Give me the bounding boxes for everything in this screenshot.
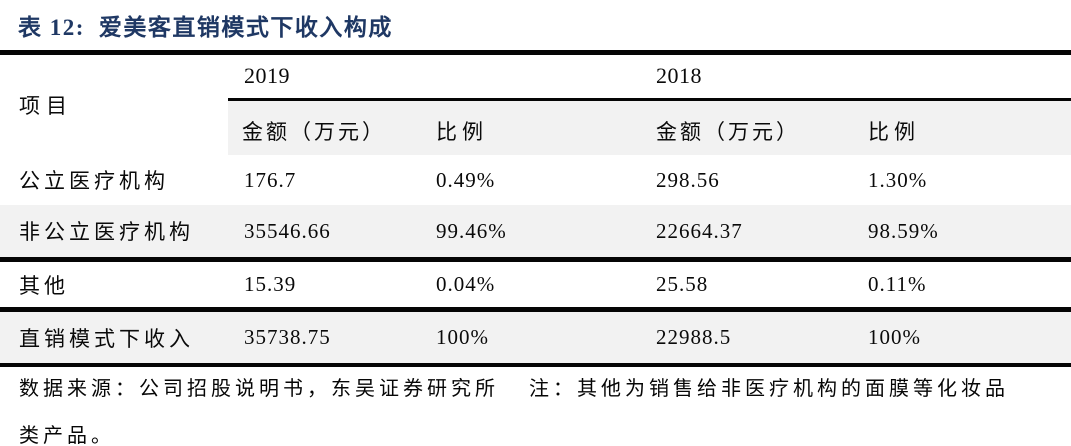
column-header-ratio-2019: 比例: [436, 120, 488, 144]
row-label: 非公立医疗机构: [19, 220, 194, 244]
row-label: 公立医疗机构: [19, 169, 169, 193]
note-text: 注：其他为销售给非医疗机构的面膜等化妆品类产品。: [19, 378, 1009, 446]
ratio-2018: 0.11%: [868, 272, 927, 296]
ratio-2018: 1.30%: [868, 167, 928, 192]
title-rule: [0, 50, 1071, 55]
amount-2018: 22988.5: [656, 325, 732, 349]
table-title: 表 12: 爱美客直销模式下收入构成: [18, 8, 393, 42]
amount-2019: 35738.75: [244, 325, 331, 349]
row-label: 直销模式下收入: [19, 326, 194, 351]
year-group-underline: [228, 98, 1071, 101]
table-bottom-rule: [0, 363, 1071, 367]
ratio-2019: 99.46%: [436, 218, 507, 243]
column-header-ratio-2018: 比例: [868, 120, 920, 144]
row-label: 其他: [19, 273, 69, 298]
table-title-text: 爱美客直销模式下收入构成: [98, 15, 393, 40]
table-row: 其他 15.39 0.04% 25.58 0.11%: [0, 262, 1071, 307]
amount-2019: 176.7: [244, 167, 297, 192]
table-row: 公立医疗机构 176.7 0.49% 298.56 1.30%: [0, 155, 1071, 205]
section-rule: [0, 307, 1071, 312]
data-source-text: 数据来源：公司招股说明书，东吴证券研究所: [19, 378, 499, 400]
section-rule: [0, 257, 1071, 262]
column-group-year-2018: 2018: [656, 63, 702, 88]
ratio-2018: 98.59%: [868, 218, 939, 243]
column-header-amount-2018: 金额（万元）: [656, 120, 800, 144]
ratio-2019: 0.04%: [436, 272, 496, 296]
column-header-item: 项目: [19, 94, 73, 118]
subheader-stripe: [228, 101, 1071, 155]
ratio-2019: 0.49%: [436, 167, 496, 192]
table-row: 非公立医疗机构 35546.66 99.46% 22664.37 98.59%: [0, 205, 1071, 257]
table-footnote: 数据来源：公司招股说明书，东吴证券研究所 注：其他为销售给非医疗机构的面膜等化妆品…: [19, 366, 1027, 446]
ratio-2019: 100%: [436, 325, 489, 349]
table-number: 表 12:: [18, 15, 85, 40]
ratio-2018: 100%: [868, 325, 921, 349]
amount-2018: 298.56: [656, 167, 720, 192]
amount-2018: 22664.37: [656, 218, 743, 243]
amount-2019: 35546.66: [244, 218, 331, 243]
column-header-amount-2019: 金额（万元）: [242, 120, 386, 144]
table-row-total: 直销模式下收入 35738.75 100% 22988.5 100%: [0, 312, 1071, 363]
amount-2019: 15.39: [244, 272, 297, 296]
amount-2018: 25.58: [656, 272, 709, 296]
column-group-year-2019: 2019: [244, 63, 290, 88]
